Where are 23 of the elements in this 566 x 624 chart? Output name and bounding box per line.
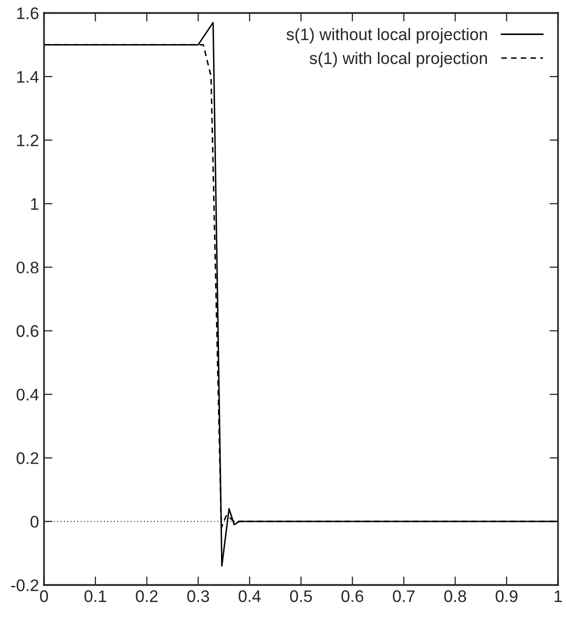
y-tick-label: -0.2 (11, 579, 38, 592)
legend-label: s(1) with local projection (310, 52, 487, 68)
y-tick-label: 0.6 (16, 325, 38, 337)
y-tick-label: 1.4 (17, 71, 39, 83)
x-tick-label: 0.4 (238, 590, 261, 602)
x-tick-label: 1 (554, 590, 562, 602)
x-tick-label: 0.5 (290, 590, 312, 602)
y-tick-label: 1.2 (17, 134, 38, 146)
x-tick-label: 0.1 (84, 590, 106, 602)
legend-label: s(1) without local projection (286, 28, 487, 44)
x-tick-label: 0.2 (136, 590, 158, 602)
x-tick-label: 0.9 (496, 590, 518, 602)
y-tick-label: 1.6 (17, 7, 38, 20)
x-tick-label: 0 (40, 590, 48, 602)
y-tick-label: 0 (30, 516, 38, 528)
y-tick-label: 0.2 (16, 452, 38, 464)
x-tick-label: 0.7 (392, 590, 415, 602)
x-tick-label: 0.3 (187, 590, 210, 602)
y-tick-label: 0.8 (16, 262, 38, 274)
x-tick-label: 0.8 (444, 590, 466, 602)
y-tick-label: 1 (31, 198, 38, 210)
x-tick-label: 0.6 (341, 590, 364, 602)
y-tick-label: 0.4 (16, 388, 39, 401)
